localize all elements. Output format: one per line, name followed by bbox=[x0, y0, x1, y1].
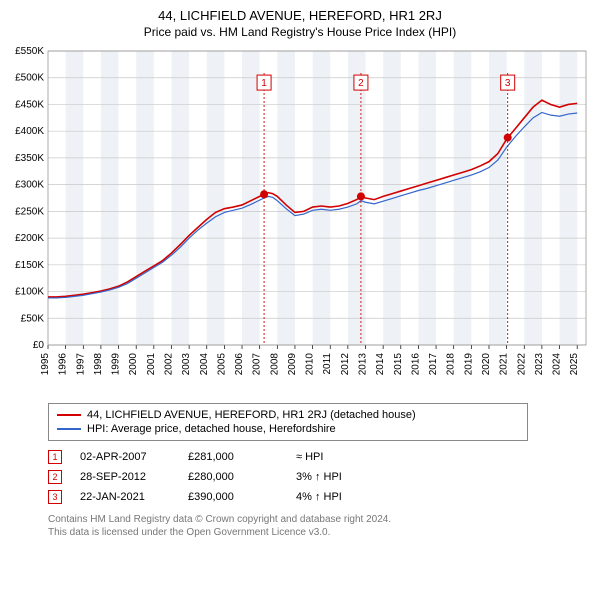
svg-text:1996: 1996 bbox=[58, 353, 69, 376]
svg-text:1998: 1998 bbox=[93, 353, 104, 376]
svg-text:2019: 2019 bbox=[463, 353, 474, 376]
legend-label: 44, LICHFIELD AVENUE, HEREFORD, HR1 2RJ … bbox=[87, 409, 416, 421]
legend-swatch bbox=[57, 414, 81, 417]
svg-text:2021: 2021 bbox=[499, 353, 510, 376]
svg-text:2023: 2023 bbox=[534, 353, 545, 376]
svg-text:2022: 2022 bbox=[516, 353, 527, 376]
svg-text:2002: 2002 bbox=[163, 353, 174, 376]
legend-item: HPI: Average price, detached house, Here… bbox=[57, 422, 519, 436]
event-marker: 3 bbox=[48, 490, 62, 504]
event-price: £281,000 bbox=[188, 451, 278, 463]
event-date: 28-SEP-2012 bbox=[80, 471, 170, 483]
event-date: 02-APR-2007 bbox=[80, 451, 170, 463]
svg-text:3: 3 bbox=[505, 78, 511, 89]
svg-text:£250K: £250K bbox=[15, 206, 44, 217]
svg-text:2007: 2007 bbox=[252, 353, 263, 376]
svg-text:2000: 2000 bbox=[128, 353, 139, 376]
svg-text:£300K: £300K bbox=[15, 180, 44, 191]
svg-text:2013: 2013 bbox=[358, 353, 369, 376]
svg-text:£0: £0 bbox=[33, 340, 45, 351]
event-row: 2 28-SEP-2012 £280,000 3% ↑ HPI bbox=[48, 467, 594, 487]
svg-text:2011: 2011 bbox=[322, 353, 333, 375]
svg-text:2004: 2004 bbox=[199, 353, 210, 376]
svg-text:2008: 2008 bbox=[269, 353, 280, 376]
svg-text:£150K: £150K bbox=[15, 260, 44, 271]
svg-text:2009: 2009 bbox=[287, 353, 298, 376]
svg-text:2025: 2025 bbox=[569, 353, 580, 376]
chart-svg: £0 £50K £100K £150K £200K £250K £300K £350K £400… bbox=[6, 47, 594, 397]
svg-text:2005: 2005 bbox=[216, 353, 227, 376]
svg-text:2020: 2020 bbox=[481, 353, 492, 376]
event-price: £280,000 bbox=[188, 471, 278, 483]
svg-text:2010: 2010 bbox=[305, 353, 316, 376]
svg-text:£500K: £500K bbox=[15, 73, 44, 84]
event-row: 1 02-APR-2007 £281,000 ≈ HPI bbox=[48, 447, 594, 467]
svg-text:£200K: £200K bbox=[15, 233, 44, 244]
events-table: 1 02-APR-2007 £281,000 ≈ HPI 2 28-SEP-2012 £28… bbox=[48, 447, 594, 507]
legend-swatch bbox=[57, 428, 81, 430]
footer-line-2: This data is licensed under the Open Gov… bbox=[48, 526, 594, 539]
svg-text:2024: 2024 bbox=[552, 353, 563, 376]
svg-text:2: 2 bbox=[358, 78, 364, 89]
event-marker: 2 bbox=[48, 470, 62, 484]
event-marker: 1 bbox=[48, 450, 62, 464]
svg-text:£50K: £50K bbox=[21, 313, 45, 324]
footer-line-1: Contains HM Land Registry data © Crown c… bbox=[48, 513, 594, 526]
chart-subtitle: Price paid vs. HM Land Registry's House … bbox=[6, 25, 594, 39]
svg-text:2001: 2001 bbox=[146, 353, 157, 376]
svg-text:1995: 1995 bbox=[40, 353, 51, 376]
svg-text:1997: 1997 bbox=[75, 353, 86, 376]
chart-title: 44, LICHFIELD AVENUE, HEREFORD, HR1 2RJ bbox=[6, 8, 594, 23]
event-date: 22-JAN-2021 bbox=[80, 491, 170, 503]
event-hpi: 3% ↑ HPI bbox=[296, 471, 386, 483]
svg-text:1999: 1999 bbox=[111, 353, 122, 376]
svg-text:2017: 2017 bbox=[428, 353, 439, 376]
svg-text:2016: 2016 bbox=[410, 353, 421, 376]
event-hpi: ≈ HPI bbox=[296, 451, 386, 463]
legend-label: HPI: Average price, detached house, Here… bbox=[87, 423, 336, 435]
svg-text:2006: 2006 bbox=[234, 353, 245, 376]
svg-text:2014: 2014 bbox=[375, 353, 386, 376]
svg-text:£100K: £100K bbox=[15, 287, 44, 298]
svg-text:1: 1 bbox=[261, 78, 267, 89]
svg-text:2012: 2012 bbox=[340, 353, 351, 376]
svg-text:£350K: £350K bbox=[15, 153, 44, 164]
svg-text:2018: 2018 bbox=[446, 353, 457, 376]
svg-text:2003: 2003 bbox=[181, 353, 192, 376]
legend: 44, LICHFIELD AVENUE, HEREFORD, HR1 2RJ … bbox=[48, 403, 528, 441]
event-row: 3 22-JAN-2021 £390,000 4% ↑ HPI bbox=[48, 487, 594, 507]
svg-text:£550K: £550K bbox=[15, 47, 44, 57]
event-price: £390,000 bbox=[188, 491, 278, 503]
svg-text:2015: 2015 bbox=[393, 353, 404, 376]
footer: Contains HM Land Registry data © Crown c… bbox=[48, 513, 594, 539]
legend-item: 44, LICHFIELD AVENUE, HEREFORD, HR1 2RJ … bbox=[57, 408, 519, 422]
line-chart: £0 £50K £100K £150K £200K £250K £300K £350K £400… bbox=[6, 47, 594, 397]
svg-text:£400K: £400K bbox=[15, 126, 44, 137]
event-hpi: 4% ↑ HPI bbox=[296, 491, 386, 503]
svg-text:£450K: £450K bbox=[15, 99, 44, 110]
